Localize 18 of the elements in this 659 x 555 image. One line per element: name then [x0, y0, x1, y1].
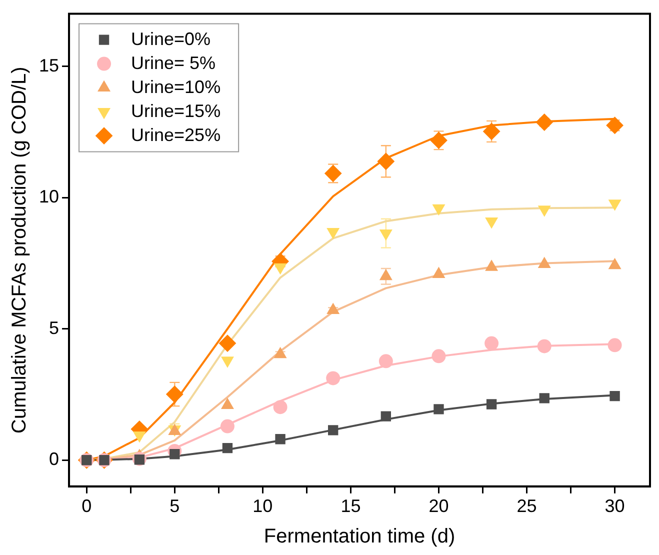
y-tick-label: 5: [49, 318, 60, 338]
x-tick-label: 20: [428, 496, 449, 516]
legend-label: Urine=10%: [131, 76, 221, 97]
x-tick-label: 0: [82, 496, 92, 516]
y-tick-label: 15: [38, 55, 60, 76]
x-tick-label: 25: [516, 496, 537, 516]
legend-label: Urine= 5%: [131, 52, 216, 73]
x-axis-title: Fermentation time (d): [264, 526, 456, 548]
legend-label: Urine=25%: [131, 124, 221, 145]
x-tick-label: 15: [340, 496, 361, 516]
legend-label: Urine=15%: [131, 100, 221, 121]
legend-label: Urine=0%: [131, 28, 211, 49]
y-tick-label: 10: [38, 186, 60, 207]
y-axis-title: Cumulative MCFAs production (g COD/L): [8, 66, 31, 434]
x-tick-label: 10: [252, 496, 273, 516]
y-tick-label: 0: [49, 449, 60, 470]
x-tick-label: 30: [604, 496, 625, 516]
x-tick-label: 5: [170, 496, 180, 516]
